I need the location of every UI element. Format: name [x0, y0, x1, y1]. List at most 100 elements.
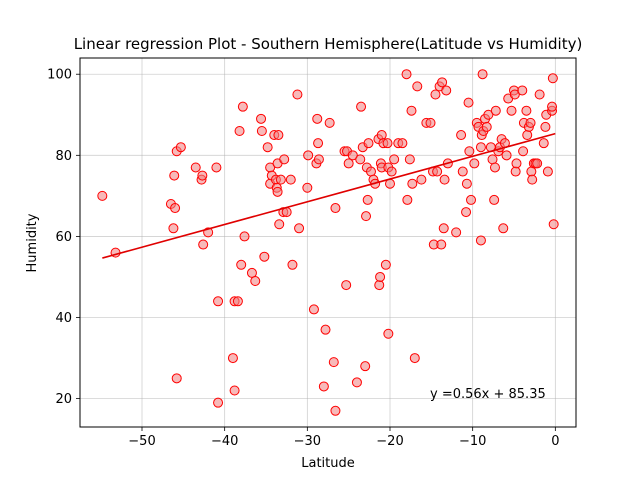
data-point — [412, 81, 423, 92]
data-point — [313, 138, 324, 149]
data-point — [259, 251, 270, 262]
x-tick-label: −50 — [128, 434, 155, 449]
data-point — [312, 113, 323, 124]
data-point — [374, 280, 385, 291]
data-point — [324, 117, 335, 128]
data-point — [347, 150, 358, 161]
x-axis-ticks: −50 −40 −30 −20 −10 0 — [128, 427, 559, 449]
data-point — [361, 211, 372, 222]
data-point — [389, 154, 400, 165]
data-point — [292, 89, 303, 100]
data-point — [401, 69, 412, 80]
x-tick-label: −20 — [376, 434, 403, 449]
y-tick-label: 60 — [55, 230, 72, 245]
data-point — [406, 105, 417, 116]
data-point — [168, 223, 179, 234]
data-point — [404, 154, 415, 165]
data-point — [171, 373, 182, 384]
data-point — [506, 105, 517, 116]
data-point — [275, 174, 286, 185]
data-point — [425, 117, 436, 128]
data-point — [383, 328, 394, 339]
data-point — [436, 239, 447, 250]
data-point — [456, 130, 467, 141]
data-point — [498, 223, 509, 234]
data-point — [197, 170, 208, 181]
data-point — [198, 239, 209, 250]
y-axis-ticks: 20 40 60 80 100 — [47, 68, 80, 407]
data-point — [386, 166, 397, 177]
data-point — [318, 381, 329, 392]
data-point — [341, 280, 352, 291]
data-point — [273, 130, 284, 141]
data-point — [461, 207, 472, 218]
data-point — [432, 166, 443, 177]
data-point — [464, 146, 475, 157]
data-point — [362, 194, 373, 205]
data-point — [532, 158, 543, 169]
y-tick-label: 20 — [55, 392, 72, 407]
regression-equation-annotation: y =0.56x + 85.35 — [430, 387, 546, 402]
data-point — [376, 130, 387, 141]
data-point — [490, 105, 501, 116]
data-point — [416, 174, 427, 185]
data-point — [250, 276, 261, 287]
data-point — [211, 162, 222, 173]
data-point — [402, 194, 413, 205]
data-point — [441, 85, 452, 96]
data-point — [320, 324, 331, 335]
data-point — [365, 166, 376, 177]
data-point — [308, 304, 319, 315]
data-point — [475, 235, 486, 246]
data-point — [382, 138, 393, 149]
data-point — [521, 105, 532, 116]
data-point — [343, 158, 354, 169]
data-point — [213, 296, 224, 307]
data-point — [522, 130, 533, 141]
data-point — [525, 117, 536, 128]
data-point — [97, 190, 108, 201]
data-point — [294, 223, 305, 234]
data-point — [547, 73, 558, 84]
data-point — [477, 69, 488, 80]
y-tick-label: 100 — [47, 68, 72, 83]
x-tick-label: −40 — [211, 434, 238, 449]
data-point — [262, 142, 273, 153]
x-axis-label: Latitude — [301, 456, 355, 471]
data-point — [526, 166, 537, 177]
data-point — [407, 178, 418, 189]
data-point — [375, 271, 386, 282]
data-point — [437, 77, 448, 88]
data-point — [328, 357, 339, 368]
data-point — [542, 166, 553, 177]
data-point — [239, 231, 250, 242]
data-point — [360, 361, 371, 372]
data-point — [511, 158, 522, 169]
data-point — [489, 194, 500, 205]
data-point — [236, 259, 247, 270]
data-point — [287, 259, 298, 270]
data-point — [451, 227, 462, 238]
data-point — [279, 154, 290, 165]
data-point — [256, 125, 267, 136]
x-tick-label: −10 — [459, 434, 486, 449]
y-axis-label: Humidity — [25, 213, 40, 272]
data-point — [229, 385, 240, 396]
data-point — [380, 259, 391, 270]
data-point — [272, 186, 283, 197]
data-point — [330, 203, 341, 214]
regression-line — [102, 132, 556, 259]
data-point — [517, 85, 528, 96]
data-point — [540, 121, 551, 132]
data-point — [274, 219, 285, 230]
data-point — [285, 174, 296, 185]
data-point — [175, 142, 186, 153]
data-point — [481, 121, 492, 132]
data-point — [330, 405, 341, 416]
data-point — [356, 101, 367, 112]
data-point — [483, 109, 494, 120]
data-point — [501, 150, 512, 161]
data-point — [466, 194, 477, 205]
data-point — [518, 146, 529, 157]
